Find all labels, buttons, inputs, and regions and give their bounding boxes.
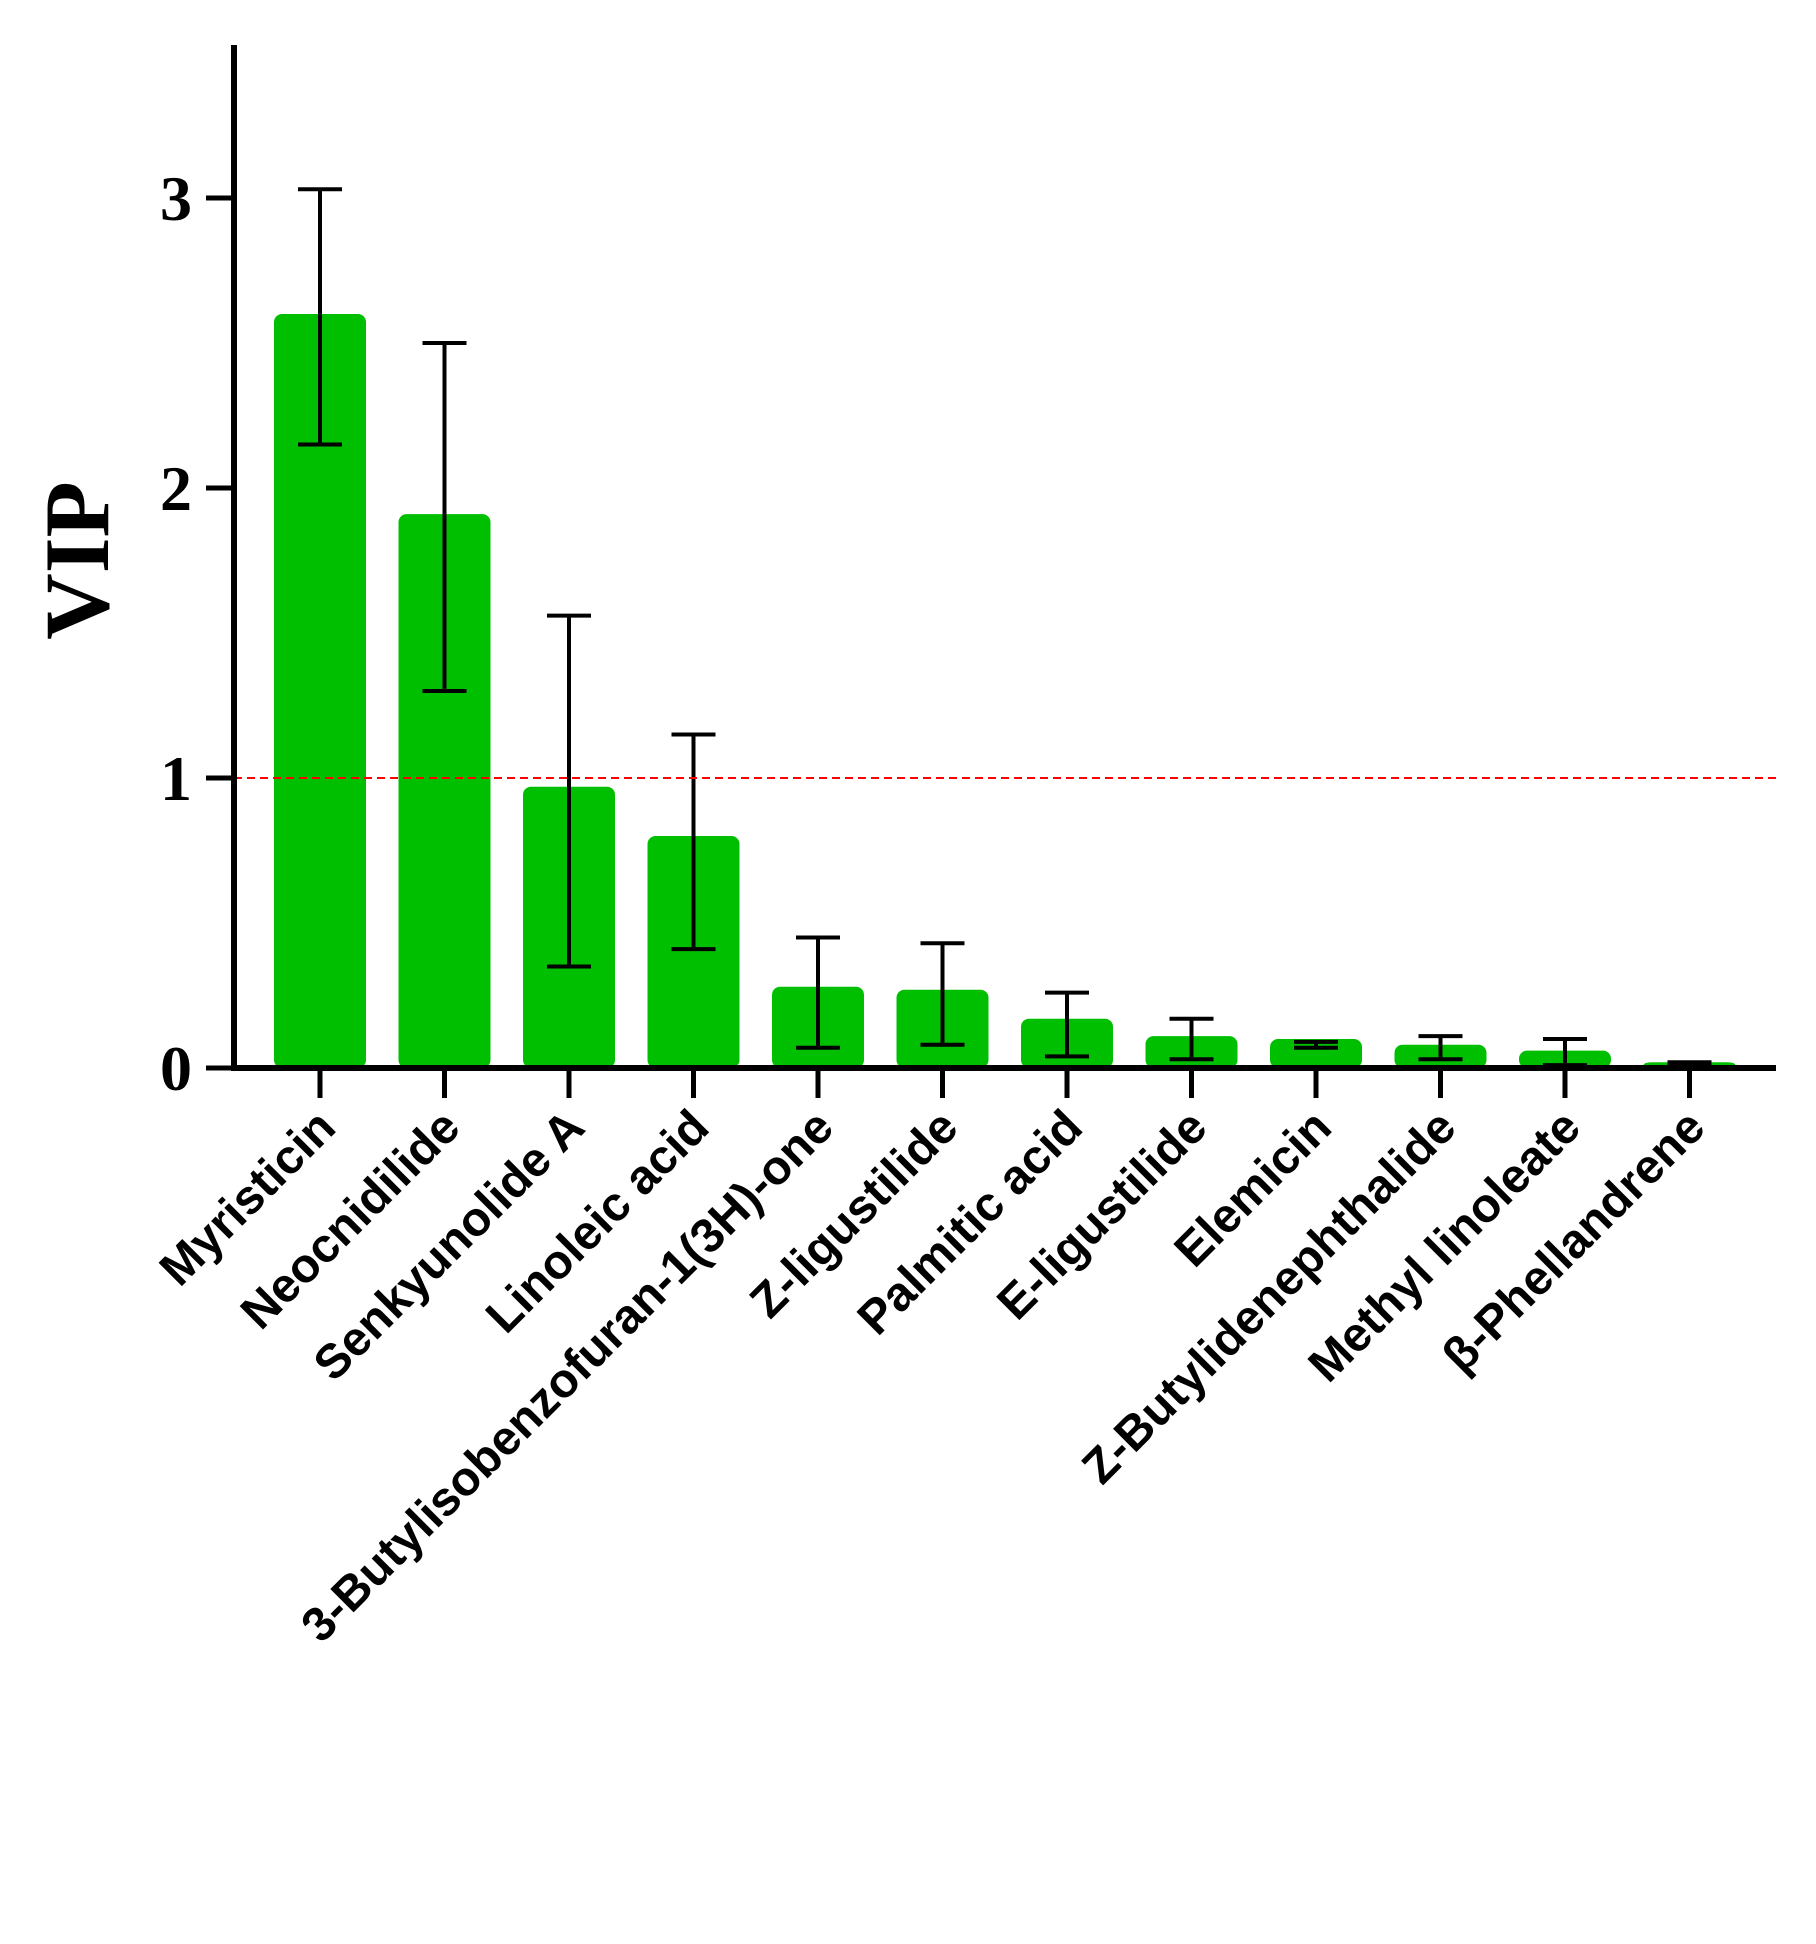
error-bar — [298, 187, 342, 447]
error-bar — [1667, 1060, 1712, 1068]
error-bar — [1169, 1016, 1214, 1062]
error-bar — [796, 935, 840, 1050]
bar — [647, 836, 740, 1068]
y-tick-label: 0 — [160, 1033, 192, 1104]
x-tick-label: Linoleic acid — [476, 1100, 719, 1343]
y-tick-label: 3 — [160, 163, 192, 234]
bar — [1270, 1039, 1362, 1068]
bar — [398, 514, 491, 1068]
bars-layer — [274, 314, 1736, 1068]
error-bar — [547, 613, 591, 969]
error-bar — [1045, 990, 1089, 1059]
bar — [274, 314, 366, 1068]
x-tick-label: Neocnidilide — [231, 1100, 470, 1339]
error-bar — [920, 941, 965, 1047]
error-bar — [422, 341, 467, 693]
y-ticks-layer: 0 1 2 3 — [160, 163, 234, 1104]
error-bars-layer — [298, 187, 1712, 1068]
y-axis-label: VIP — [26, 481, 128, 639]
error-bar — [1418, 1034, 1463, 1062]
y-tick-label: 2 — [160, 453, 192, 524]
y-tick-label: 1 — [160, 743, 192, 814]
error-bar — [671, 732, 716, 952]
error-bar — [1294, 1039, 1338, 1050]
